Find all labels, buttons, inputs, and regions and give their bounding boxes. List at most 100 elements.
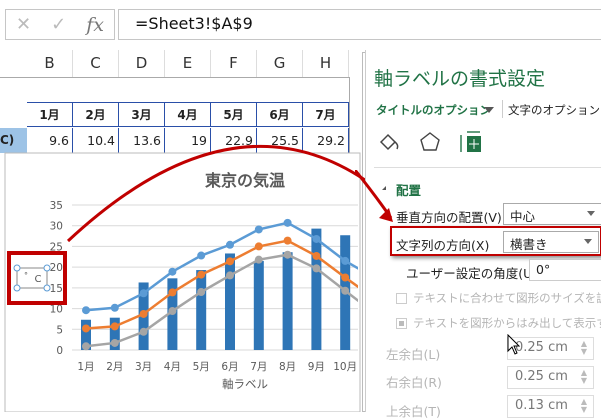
data-point[interactable] (168, 267, 177, 276)
fx-icon[interactable]: fx (86, 13, 104, 36)
x-icon[interactable]: ✕ (16, 14, 32, 35)
column-header-D[interactable]: D (119, 50, 165, 77)
data-point[interactable] (82, 306, 90, 315)
data-point[interactable] (254, 255, 263, 264)
data-point[interactable] (197, 288, 206, 296)
data-point[interactable] (283, 236, 292, 245)
month-cell[interactable]: 2月 (73, 102, 119, 127)
data-point[interactable] (139, 327, 148, 336)
value-cell[interactable]: 29.2 (303, 128, 349, 153)
month-cell[interactable]: 7月 (303, 102, 349, 127)
x-tick-label: 7月 (250, 361, 267, 373)
divider (374, 167, 601, 168)
data-point[interactable] (110, 338, 119, 347)
data-point[interactable] (139, 289, 148, 298)
data-point[interactable] (254, 225, 263, 234)
chevron-down-icon (584, 239, 592, 244)
value-cell[interactable]: 13.6 (119, 128, 165, 153)
column-header-B[interactable]: B (27, 50, 73, 77)
custom-angle-input[interactable]: 0° (529, 259, 601, 281)
bar[interactable] (225, 253, 235, 350)
data-point[interactable] (312, 251, 321, 260)
x-axis-title: 軸ラベル (222, 377, 268, 391)
right-margin-input[interactable]: 0.25 cm ▲ ▼ (507, 366, 594, 389)
x-tick-label: 8月 (279, 361, 296, 373)
month-cell[interactable]: 6月 (257, 102, 303, 127)
value-cell[interactable]: 19 (165, 128, 211, 153)
data-point[interactable] (197, 251, 206, 260)
formula-buttons: ✕ ✓ fx (5, 9, 115, 40)
data-point[interactable] (226, 240, 234, 249)
month-cell[interactable]: 3月 (119, 102, 165, 127)
spinner-icon[interactable]: ▲ ▼ (580, 339, 587, 356)
y-tick-label: 25 (50, 241, 63, 253)
data-point[interactable] (312, 264, 321, 273)
selection-handle (43, 284, 51, 292)
row-label-cell[interactable]: C) (0, 128, 27, 153)
column-header-G[interactable]: G (257, 50, 303, 77)
column-header-C[interactable]: C (73, 50, 119, 77)
spinner-icon[interactable]: ▲ ▼ (580, 368, 587, 385)
annotation-arrow (66, 144, 365, 243)
bar[interactable] (282, 252, 293, 350)
vertical-align-dropdown[interactable]: 中心 (503, 203, 601, 225)
chevron-down-icon[interactable] (484, 107, 494, 113)
check-icon[interactable]: ✓ (51, 14, 67, 35)
dropdown-value: 中心 (510, 209, 536, 224)
column-header-E[interactable]: E (165, 50, 211, 77)
month-cell[interactable]: 4月 (165, 102, 211, 127)
formula-input[interactable]: =Sheet3!$A$9 (118, 9, 601, 40)
data-point[interactable] (341, 256, 350, 265)
y-axis-title-selection (16, 267, 48, 289)
size-properties-icon[interactable] (458, 130, 484, 156)
bar[interactable] (196, 270, 207, 350)
effects-pentagon-icon[interactable] (418, 130, 442, 154)
data-point[interactable] (110, 303, 119, 312)
bar[interactable] (81, 319, 91, 350)
spinner-icon[interactable]: ▲ ▼ (580, 397, 587, 414)
text-direction-dropdown[interactable]: 横書き (503, 231, 599, 253)
data-point[interactable] (82, 324, 90, 333)
y-tick-label: 10 (50, 304, 63, 316)
tab-text-options[interactable]: 文字のオプション (508, 103, 600, 117)
resize-shape-checkbox[interactable] (396, 293, 407, 304)
data-point[interactable] (283, 218, 292, 227)
value-cell[interactable]: 10.4 (73, 128, 119, 153)
overflow-checkbox[interactable] (396, 318, 407, 329)
value-cell[interactable]: 9.6 (27, 128, 73, 153)
format-pane: 軸ラベルの書式設定 タイトルのオプション 文字のオプション 配置 垂直方向の配置… (365, 50, 601, 419)
highlight-box (7, 251, 67, 305)
left-margin-input[interactable]: 0.25 cm ▲ ▼ (507, 337, 594, 360)
month-cell[interactable]: 1月 (27, 102, 73, 127)
bar[interactable] (109, 317, 120, 350)
collapse-icon[interactable] (382, 186, 386, 190)
data-point[interactable] (283, 250, 292, 259)
bar[interactable] (311, 228, 322, 350)
data-point[interactable] (341, 273, 350, 282)
data-point[interactable] (110, 322, 119, 331)
tab-title-options[interactable]: タイトルのオプション (376, 103, 491, 117)
data-point[interactable] (139, 309, 148, 318)
value-cell[interactable]: 25.5 (257, 128, 303, 153)
fill-line-icon[interactable] (378, 130, 402, 152)
data-point[interactable] (82, 342, 90, 351)
column-header-F[interactable]: F (211, 50, 257, 77)
data-point[interactable] (312, 234, 321, 243)
data-point[interactable] (254, 242, 263, 251)
data-point[interactable] (168, 307, 177, 316)
data-point[interactable] (197, 270, 206, 279)
x-tick-label: 9月 (308, 361, 325, 373)
data-point[interactable] (226, 257, 234, 266)
month-cell[interactable]: 5月 (211, 102, 257, 127)
top-margin-input[interactable]: 0.13 cm ▲ ▼ (507, 395, 594, 418)
column-header-H[interactable]: H (303, 50, 349, 77)
section-alignment[interactable]: 配置 (396, 183, 422, 198)
data-point[interactable] (168, 288, 177, 297)
data-point[interactable] (341, 286, 350, 295)
bar[interactable] (253, 260, 264, 350)
data-point[interactable] (226, 271, 234, 280)
x-tick-label: 10月 (333, 361, 357, 373)
value: 0.25 cm (515, 340, 568, 355)
value-cell[interactable]: 22.9 (211, 128, 257, 153)
